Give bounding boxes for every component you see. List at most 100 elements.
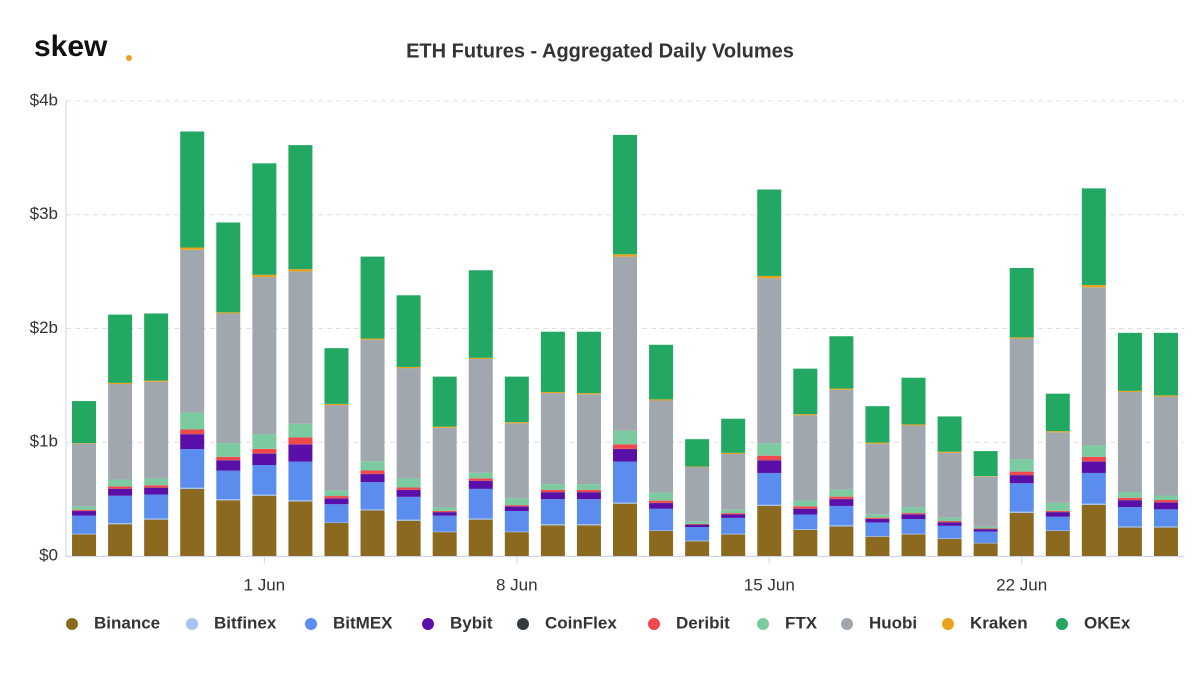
bar-segment [288,462,312,501]
bar-segment [974,477,998,527]
bar-segment [1046,503,1070,511]
bar-segment [613,431,637,445]
bar-segment [1154,503,1178,510]
legend-label: Kraken [970,613,1028,632]
bar-segment [613,444,637,449]
bar-segment [216,312,240,313]
bar-segment [288,437,312,444]
bar-segment [541,492,565,499]
bar-segment [505,498,529,505]
bar-segment [324,499,348,505]
bar-segment [1154,395,1178,396]
bar-segment [649,531,673,556]
bar-segment [829,390,853,490]
bar-segment [288,445,312,462]
bar-segment [433,427,457,428]
bar-segment [216,443,240,457]
bar-segment [144,520,168,556]
bar-segment [974,528,998,529]
bar-segment [433,507,457,510]
bar-segment [902,514,926,519]
bar-segment [108,524,132,556]
legend-label: Bybit [450,613,493,632]
bar-segment [108,523,132,524]
bar-segment [252,449,276,454]
y-tick-label: $3b [30,204,58,223]
bar-segment [793,529,817,530]
bar-segment [397,490,421,497]
bar-segment [757,443,781,456]
bar-segment [144,313,168,380]
bar-segment [938,526,962,539]
bar-segment [613,449,637,462]
bar-segment [252,465,276,495]
bar-segment [685,439,709,466]
bar-segment [72,444,96,507]
bar-segment [144,518,168,519]
bar-segment [1154,495,1178,500]
bar-segment [865,406,889,442]
bar-segment [685,524,709,525]
bar-segment [433,532,457,556]
bar-segment [144,478,168,485]
bar-segment [288,424,312,438]
bar-segment [288,500,312,501]
bar-segment [1118,392,1142,492]
bar-segment [974,543,998,556]
bar-segment [757,506,781,556]
bar-segment [793,501,817,507]
bar-segment [324,348,348,404]
bar-segment [974,532,998,543]
bar-segment [144,381,168,382]
bar-segment [397,295,421,367]
bar-segment [721,534,745,535]
bar-segment [361,509,385,510]
bar-segment [577,394,601,484]
bar-segment [288,271,312,423]
bar-segment [685,541,709,542]
bar-segment [1082,505,1106,556]
legend-label: OKEx [1084,613,1131,632]
bar-segment [469,358,493,359]
bar-segment [1010,339,1034,460]
bar-segment [613,135,637,254]
bar-segment [216,499,240,500]
bar-segment [902,534,926,535]
bar-segment [829,336,853,388]
bar-segment [649,530,673,531]
bar-segment [324,522,348,523]
bar-segment [793,514,817,529]
bar-segment [397,367,421,368]
bar-segment [1154,333,1178,396]
bar-segment [252,496,276,556]
bar-segment [649,493,673,501]
bar-segment [252,434,276,449]
bar-segment [1082,445,1106,456]
bar-segment [938,518,962,521]
bar-segment [902,426,926,508]
bar-segment [1118,500,1142,507]
bar-segment [361,470,385,473]
bar-segment [180,489,204,556]
logo: skew [34,30,108,63]
bar-segment [72,510,96,511]
bar-segment [757,460,781,473]
bar-segment [793,415,817,500]
bar-segment [469,270,493,358]
bar-segment [144,485,168,487]
bar-segment [757,278,781,443]
legend-label: BitMEX [333,613,393,632]
bar-segment [793,414,817,415]
x-tick-label: 8 Jun [496,575,538,594]
bar-segment [1118,333,1142,391]
bar-segment [469,473,493,479]
bar-segment [505,505,529,506]
bar-segment [757,505,781,506]
bar-segment [324,490,348,496]
bar-segment [938,521,962,522]
bar-segment [144,488,168,495]
bar-segment [361,482,385,509]
bar-segment [974,527,998,529]
bar-segment [1082,457,1106,462]
bar-segment [793,509,817,515]
